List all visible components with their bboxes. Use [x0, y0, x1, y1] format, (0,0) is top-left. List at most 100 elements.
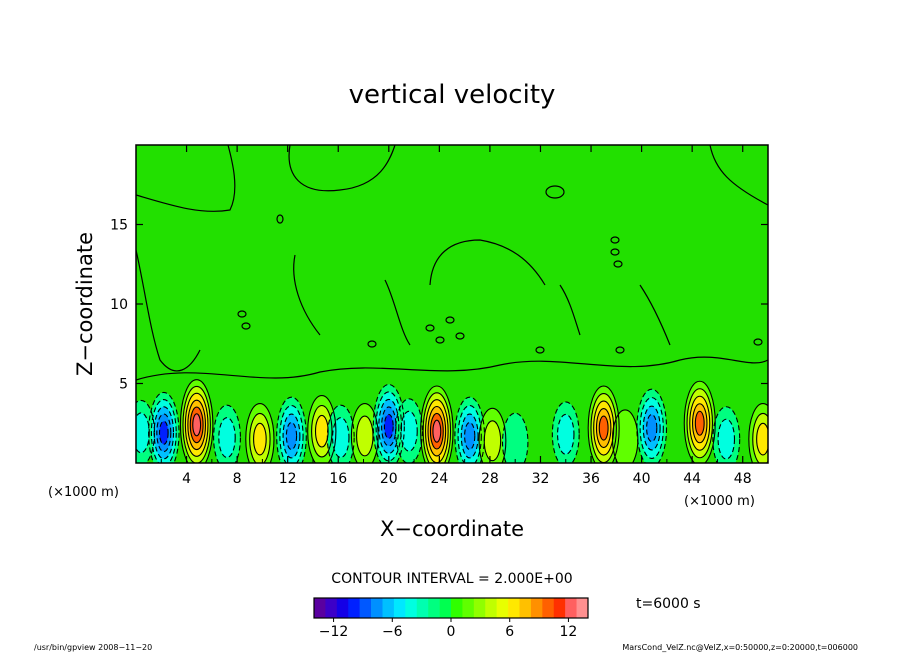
colorbar-swatch	[382, 598, 395, 618]
colorbar-swatch	[359, 598, 372, 618]
colorbar-swatch	[348, 598, 360, 618]
colorbar-tick-label: 6	[505, 624, 514, 640]
colorbar-tick-label: −6	[382, 624, 403, 640]
cell-7-level-2	[332, 417, 349, 458]
contour-6-2	[311, 404, 333, 458]
x-tick-label: 32	[532, 471, 550, 487]
cell-8-level-2	[356, 416, 373, 456]
x-tick-label: 40	[633, 471, 651, 487]
colorbar-swatch	[462, 598, 475, 618]
contour-6-1	[307, 395, 337, 463]
contour-1-3	[153, 406, 175, 460]
time-label: t=6000 s	[636, 596, 701, 612]
small-contour-11	[367, 340, 377, 348]
cell-15-level-2	[557, 414, 574, 455]
contour-4-3	[253, 422, 267, 456]
x-tick-label: 16	[329, 471, 347, 487]
contour-5-1	[276, 396, 307, 463]
small-contour-3	[610, 248, 620, 256]
contour-1-4	[156, 413, 172, 453]
contour-9-1	[372, 383, 405, 463]
contour-19-2	[686, 388, 713, 459]
small-contour-13	[615, 346, 625, 354]
small-contour-5	[237, 310, 247, 318]
contour-4-1	[245, 403, 275, 463]
small-contour-10	[455, 332, 465, 340]
contour-10-1	[395, 398, 423, 463]
zero-contour-1	[288, 145, 396, 192]
cell-5-level-4	[286, 422, 297, 450]
zero-contour-0	[136, 145, 236, 212]
contour-2-1	[179, 379, 214, 463]
chart-title: vertical velocity	[349, 80, 556, 110]
contour-12-4	[464, 421, 476, 451]
contour-11-6	[432, 419, 442, 443]
contour-15-2	[557, 413, 575, 455]
colorbar-swatch	[428, 598, 440, 618]
small-contour-0	[545, 185, 565, 199]
cell-11-level-6	[432, 420, 441, 443]
contour-3-1	[213, 404, 241, 463]
colorbar-tick-label: 12	[560, 624, 578, 640]
x-tick-label: 28	[481, 471, 499, 487]
contour-12-3	[460, 413, 479, 459]
colorbar-swatch	[496, 598, 509, 618]
x-tick-label: 12	[279, 471, 297, 487]
contour-5-3	[282, 413, 301, 459]
contour-10-2	[400, 410, 418, 452]
colorbar-swatch	[565, 598, 577, 618]
x-tick-label: 24	[430, 471, 448, 487]
contour-8-2	[356, 415, 374, 457]
contour-19-5	[694, 410, 705, 436]
cell-1-level-5	[159, 421, 169, 445]
colorbar-swatch	[553, 598, 566, 618]
cell-21-level-3	[756, 423, 768, 455]
cell-16-level-5	[599, 416, 609, 441]
colorbar-swatch	[405, 598, 418, 618]
small-contour-1	[276, 214, 284, 224]
x-axis-ticks: 4 8 12 16 20 24 28 32 36 40 44 48	[160, 145, 752, 487]
zero-contour-7	[384, 279, 411, 346]
zero-contour-4	[429, 239, 546, 286]
contour-15-1	[551, 401, 580, 463]
contour-16-1	[587, 385, 620, 463]
contour-2-3	[184, 392, 209, 457]
contour-11-1	[420, 385, 454, 463]
colorbar-swatch	[530, 598, 543, 618]
colorbar-swatch	[325, 598, 338, 618]
contour-2-2	[182, 385, 211, 463]
x-tick-label: 4	[182, 471, 191, 487]
contour-16-5	[598, 415, 609, 441]
colorbar	[313, 597, 589, 619]
contour-21-1	[748, 403, 768, 463]
contour-7-1	[326, 404, 355, 463]
contour-19-4	[691, 403, 708, 444]
contour-19-3	[689, 395, 711, 451]
contour-11-4	[427, 405, 447, 457]
cell-4-level-3	[253, 423, 267, 455]
contour-2-5	[189, 406, 204, 444]
contour-17-1	[611, 409, 639, 463]
contour-5-2	[279, 405, 304, 463]
cell-0-level-2	[136, 412, 150, 453]
contour-13-1	[478, 407, 507, 463]
y-axis-label: Z−coordinate	[73, 232, 97, 376]
small-contour-4	[613, 260, 623, 268]
colorbar-swatch	[542, 598, 555, 618]
small-contour-8	[445, 316, 455, 324]
footer-left: /usr/bin/gpview 2008−11−20	[34, 643, 152, 652]
cell-12-level-4	[464, 422, 475, 450]
y-tick-label: 15	[110, 218, 128, 234]
contour-7-2	[332, 417, 350, 459]
small-contour-9	[435, 336, 445, 344]
small-contour-2	[610, 236, 620, 244]
colorbar-swatch	[451, 598, 463, 618]
zero-contour-9	[136, 356, 768, 381]
colorbar-swatch	[371, 598, 383, 618]
contour-1-1	[148, 391, 180, 463]
cell-13-level-2	[484, 420, 501, 461]
contour-20-2	[717, 418, 736, 460]
contour-9-5	[383, 413, 394, 439]
